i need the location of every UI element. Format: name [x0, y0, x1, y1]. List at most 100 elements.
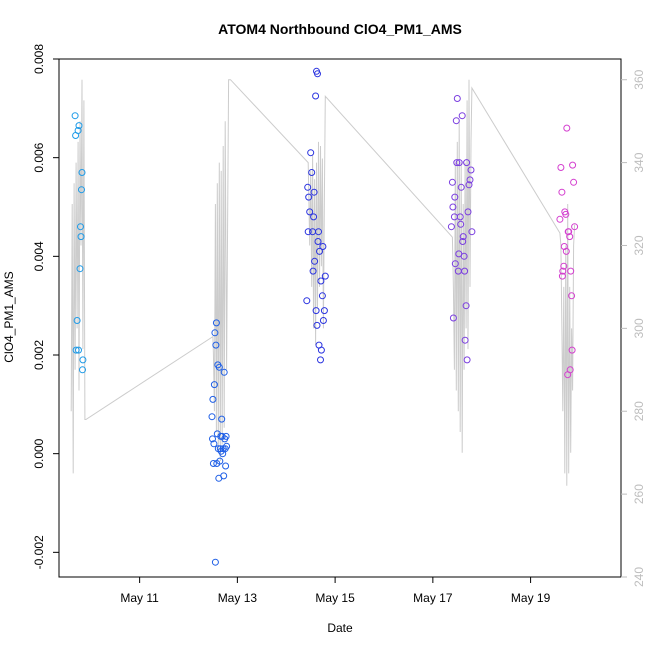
data-point	[312, 92, 320, 100]
data-point	[319, 317, 327, 324]
right-y-tick-label: 320	[632, 235, 646, 255]
data-point	[562, 247, 570, 255]
y-tick-label: 0.008	[32, 44, 46, 74]
data-point	[315, 228, 322, 236]
data-point	[78, 186, 85, 194]
data-point	[211, 558, 219, 566]
data-point	[77, 223, 84, 231]
data-point	[222, 462, 230, 470]
right-y-tick-label: 340	[632, 152, 646, 172]
right-y-tick-label: 240	[632, 567, 646, 587]
data-point	[566, 366, 574, 374]
data-point	[468, 228, 476, 236]
x-tick-label: May 15	[315, 591, 355, 605]
data-point	[570, 178, 578, 186]
data-point	[449, 203, 457, 211]
data-point	[456, 213, 464, 221]
data-point	[457, 220, 465, 228]
data-point	[321, 272, 329, 280]
axes: -0.002 0.000 0.002 0.004 0.006 0.008 May 11 May…	[32, 44, 646, 605]
data-point	[455, 250, 463, 258]
data-point	[303, 297, 311, 305]
data-point	[78, 169, 86, 176]
data-point	[220, 368, 228, 376]
data-point	[556, 215, 564, 223]
y-tick-label: 0.002	[32, 340, 46, 370]
data-point	[311, 257, 319, 265]
x-axis-label: Date	[327, 621, 353, 635]
data-point	[562, 210, 570, 218]
data-point	[74, 127, 82, 134]
data-point	[317, 356, 324, 364]
data-point	[461, 336, 469, 344]
data-point	[461, 267, 469, 275]
y-tick-label: 0.000	[32, 438, 46, 468]
data-point	[312, 307, 320, 315]
right-y-tick-label: 280	[632, 401, 646, 421]
data-point	[568, 292, 576, 300]
data-point	[448, 178, 456, 186]
data-point	[309, 267, 317, 275]
data-point	[76, 265, 84, 273]
data-point	[212, 341, 220, 349]
data-point	[75, 122, 83, 130]
right-y-tick-label: 260	[632, 484, 646, 504]
data-point	[466, 176, 474, 184]
data-point	[571, 223, 579, 231]
data-point	[320, 307, 328, 315]
data-point	[452, 117, 460, 125]
data-point	[459, 233, 467, 241]
data-point	[208, 413, 216, 421]
data-point	[209, 395, 217, 403]
data-point	[310, 188, 318, 196]
data-point	[318, 292, 326, 300]
data-point	[467, 166, 475, 174]
data-point	[314, 70, 321, 78]
data-point	[77, 233, 85, 241]
data-point	[564, 228, 572, 236]
data-point	[451, 260, 459, 268]
data-point	[72, 346, 80, 354]
data-point	[310, 213, 318, 221]
data-point	[209, 435, 216, 443]
data-point	[218, 415, 226, 423]
trace-line	[70, 79, 576, 486]
chart-title: ATOM4 Northbound ClO4_PM1_AMS	[218, 21, 462, 37]
data-point	[558, 272, 566, 280]
data-point	[568, 346, 576, 354]
y-tick-label: 0.004	[32, 241, 46, 271]
data-point	[458, 112, 466, 120]
data-point	[567, 267, 575, 275]
y-tick-label: 0.006	[32, 142, 46, 172]
data-point	[210, 440, 218, 448]
data-point	[455, 159, 463, 167]
data-point	[462, 302, 470, 310]
data-point	[79, 366, 86, 374]
data-point	[566, 233, 574, 241]
y-axis-label: ClO4_PM1_AMS	[2, 271, 16, 362]
data-point	[209, 460, 217, 467]
data-point	[75, 346, 82, 354]
x-tick-label: May 13	[218, 591, 258, 605]
data-point	[210, 381, 218, 389]
data-point	[319, 243, 327, 250]
data-point	[216, 457, 224, 465]
line-trace	[70, 79, 576, 486]
x-tick-label: May 11	[120, 591, 159, 605]
data-point	[71, 112, 79, 120]
data-point	[559, 267, 567, 275]
data-point	[317, 277, 325, 285]
data-point	[304, 183, 312, 191]
data-point	[463, 356, 471, 364]
data-point	[465, 181, 473, 189]
data-point	[449, 314, 457, 322]
data-point	[308, 169, 316, 176]
scatter-points	[71, 67, 579, 566]
data-point	[569, 161, 577, 169]
data-point	[315, 341, 323, 349]
data-point	[563, 124, 571, 132]
data-point	[464, 208, 472, 216]
data-point	[314, 238, 322, 245]
data-point	[463, 159, 471, 167]
